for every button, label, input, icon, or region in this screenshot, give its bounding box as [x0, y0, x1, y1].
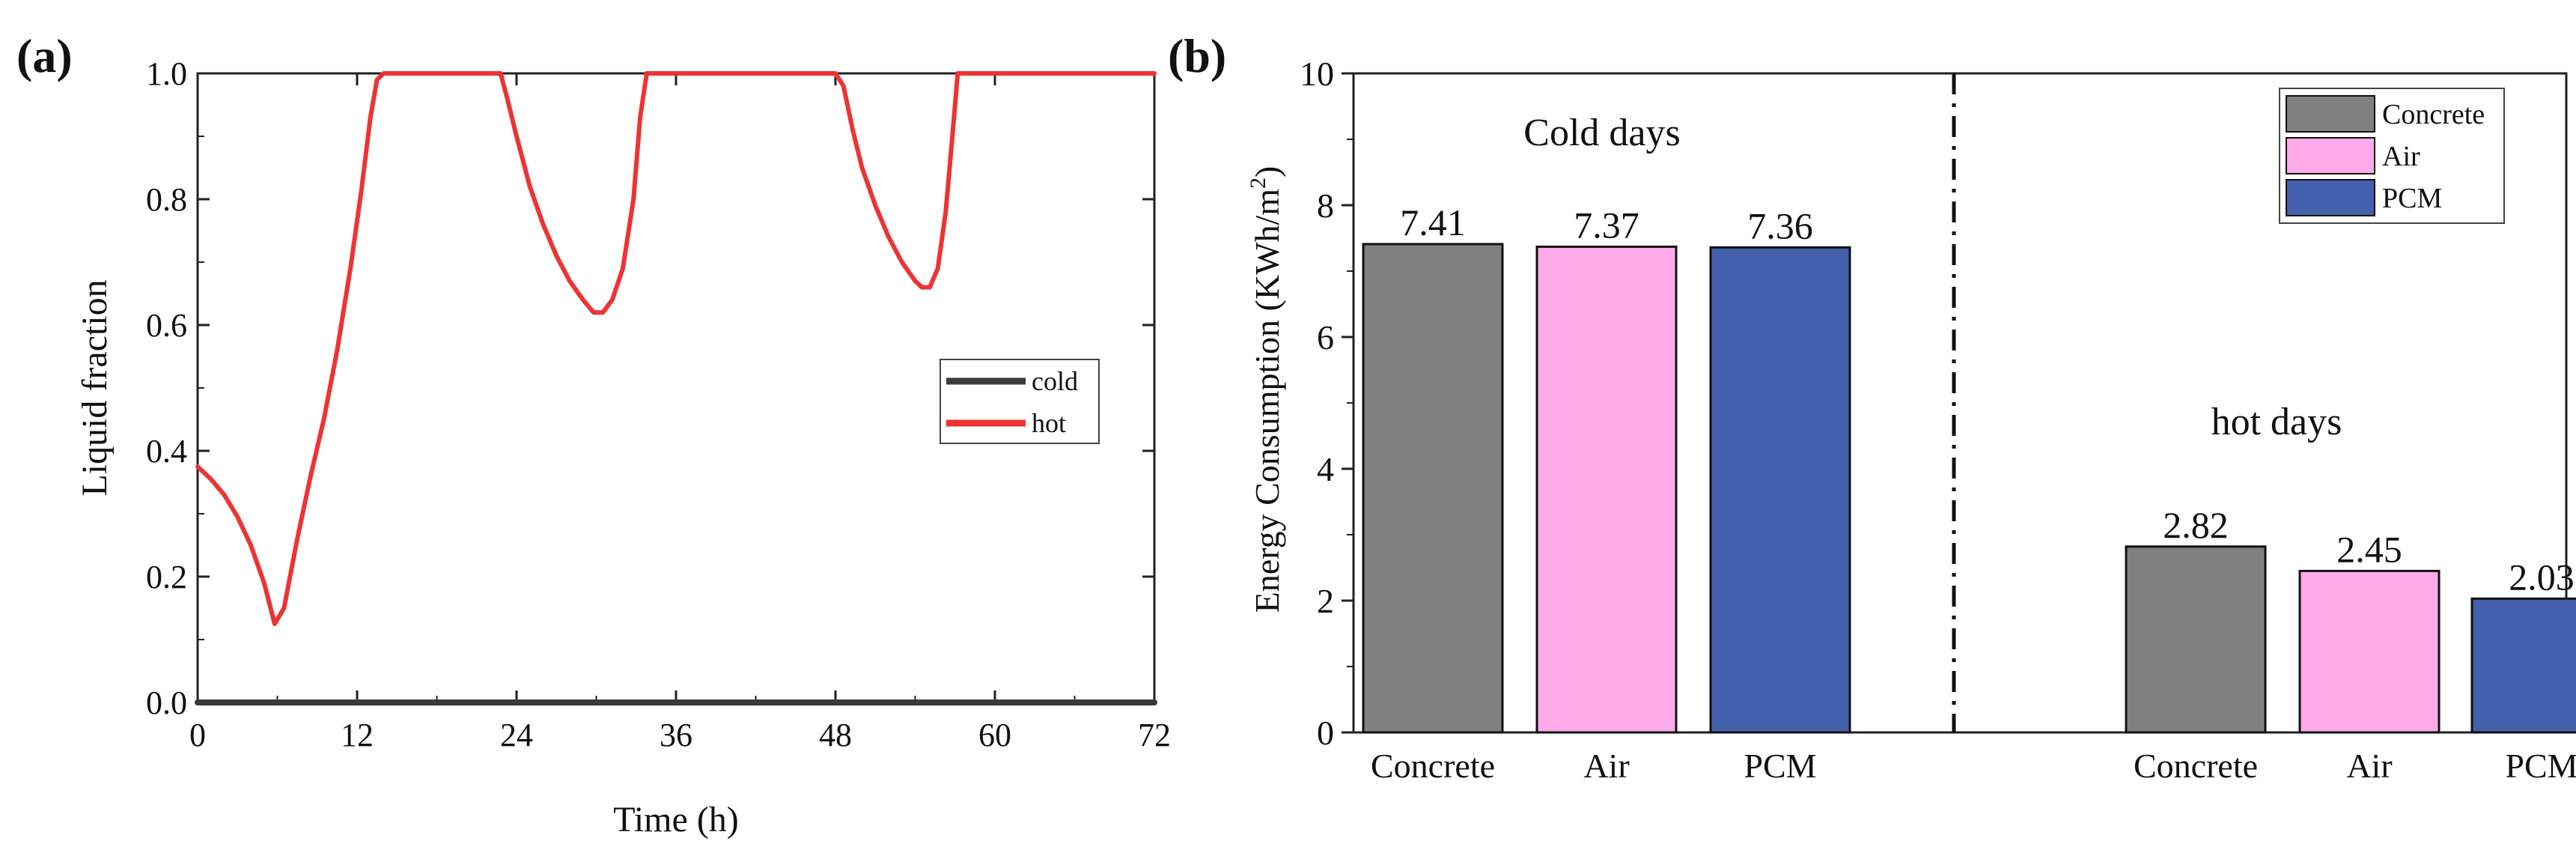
chart-a-liquid-fraction: 0.0 0.2 0.4 0.6 0.8 1.0 0 12 24 36 48 60 72 Time (h… — [75, 55, 1171, 840]
bar-hot-pcm — [2470, 597, 2576, 734]
chart-b-x-tick-label: Air — [2346, 747, 2392, 785]
chart-a-y-tick-label: 0.6 — [146, 307, 187, 344]
bar-value-label: 7.41 — [1400, 201, 1466, 243]
bar-hot-concrete — [2125, 545, 2267, 734]
chart-b-x-tick-label: Air — [1583, 747, 1629, 785]
chart-b-y-tick-label: 6 — [1317, 318, 1334, 356]
chart-a-x-tick-label: 24 — [500, 717, 533, 753]
chart-a-y-tick-label: 0.2 — [146, 559, 187, 595]
chart-b-x-tick-label: PCM — [1744, 747, 1816, 785]
chart-a-y-tick-label: 0.8 — [146, 181, 187, 218]
chart-b-y-axis-label: Energy Consumption (KWh/m2) — [1246, 166, 1286, 613]
chart-a-y-axis-label: Liquid fraction — [75, 279, 115, 496]
chart-a-x-tick-label: 0 — [189, 717, 206, 753]
bar-hot-air — [2298, 569, 2440, 734]
bar-value-label: 7.36 — [1747, 204, 1813, 246]
chart-b-y-tick-label: 10 — [1300, 55, 1334, 93]
bar-cold-concrete — [1362, 243, 1504, 734]
chart-a-x-axis-label: Time (h) — [613, 800, 739, 840]
chart-a-y-tick-label: 1.0 — [146, 55, 187, 92]
chart-b-x-tick-label: Concrete — [1371, 747, 1495, 785]
chart-b-y-tick-label: 0 — [1317, 714, 1334, 752]
chart-b-legend: Concrete Air PCM — [2279, 88, 2505, 224]
chart-a-x-tick-label: 60 — [978, 717, 1011, 753]
chart-a-y-tick-label: 0.4 — [146, 433, 187, 470]
bar-value-label: 2.03 — [2509, 556, 2575, 598]
chart-a-y-tick-label: 0.0 — [146, 684, 187, 721]
chart-b-x-tick-label: PCM — [2505, 747, 2576, 785]
legend-label-pcm: PCM — [2382, 183, 2442, 214]
bar-value-label: 2.82 — [2163, 504, 2229, 546]
bar-value-label: 2.45 — [2336, 528, 2402, 570]
chart-b-energy-consumption: 0 2 4 6 8 10 7.41 Concrete 7.37 Air 7.36 PCM 2.82 Co… — [1246, 55, 2576, 785]
chart-b-bars: 7.41 Concrete 7.37 Air 7.36 PCM 2.82 Concrete 2.… — [1362, 201, 2576, 785]
panel-b-label: (b) — [1168, 29, 1226, 82]
group-label-hot-days: hot days — [2211, 401, 2342, 443]
chart-b-y-ticks: 0 2 4 6 8 10 — [1300, 55, 1354, 752]
chart-b-y-tick-label: 2 — [1317, 582, 1334, 620]
chart-a-y-ticks: 0.0 0.2 0.4 0.6 0.8 1.0 — [146, 55, 1154, 721]
chart-a-series — [195, 71, 1157, 705]
chart-a-x-tick-label: 72 — [1138, 717, 1171, 753]
chart-a-x-tick-label: 12 — [341, 717, 374, 753]
chart-b-x-tick-label: Concrete — [2134, 747, 2258, 785]
legend-label-cold: cold — [1032, 366, 1078, 396]
group-label-cold-days: Cold days — [1523, 112, 1680, 154]
legend-label-air: Air — [2382, 141, 2420, 172]
legend-label-hot: hot — [1032, 408, 1066, 438]
chart-b-y-tick-label: 8 — [1317, 186, 1334, 225]
legend-swatch-concrete — [2286, 95, 2375, 133]
chart-a-legend: cold hot — [940, 359, 1100, 444]
legend-label-concrete: Concrete — [2382, 99, 2485, 130]
legend-swatch-air — [2286, 137, 2375, 174]
bar-value-label: 7.37 — [1574, 204, 1639, 246]
series-line-hot — [195, 71, 1157, 626]
bar-cold-air — [1535, 245, 1678, 734]
chart-a-legend-box — [940, 359, 1100, 444]
chart-a-x-tick-label: 48 — [819, 717, 852, 753]
legend-swatch-pcm — [2286, 179, 2375, 216]
panel-a-label: (a) — [16, 29, 73, 82]
chart-b-y-axis-label-sup: 2 — [1246, 177, 1270, 189]
bar-cold-pcm — [1709, 246, 1851, 734]
chart-a-x-tick-label: 36 — [660, 717, 692, 753]
chart-b-y-axis-label-main: Energy Consumption (KWh/m — [1248, 189, 1286, 613]
chart-b-y-tick-label: 4 — [1317, 450, 1334, 488]
chart-b-legend-items: Concrete Air PCM — [2286, 95, 2485, 216]
chart-b-y-axis-label-end: ) — [1248, 166, 1286, 177]
